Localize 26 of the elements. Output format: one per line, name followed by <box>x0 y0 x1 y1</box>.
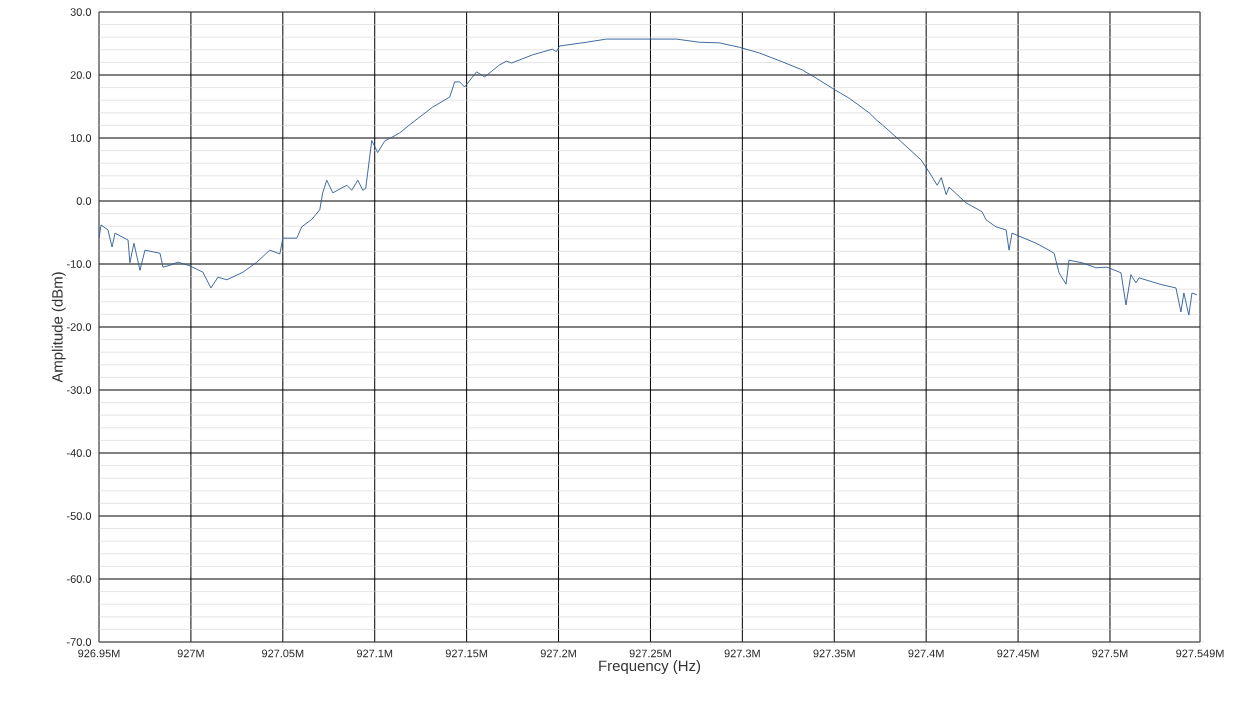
x-tick-label: 927.5M <box>1092 649 1128 658</box>
y-tick-label: -60.0 <box>66 575 92 583</box>
x-tick-label: 927M <box>177 649 204 658</box>
x-tick-label: 927.549M <box>1176 649 1224 658</box>
y-tick-label: -40.0 <box>66 449 92 457</box>
y-tick-label: -70.0 <box>66 638 92 646</box>
y-tick-label: -10.0 <box>66 260 92 268</box>
x-tick-label: 927.1M <box>356 649 393 658</box>
x-tick-label: 926.95M <box>78 649 120 658</box>
x-tick-label: 927.25M <box>629 649 671 658</box>
x-tick-label: 927.2M <box>540 649 576 658</box>
x-tick-label: 927.15M <box>445 649 488 658</box>
y-tick-label: 20.0 <box>70 71 92 79</box>
y-tick-label: 30.0 <box>70 8 92 16</box>
x-tick-label: 927.05M <box>262 649 304 658</box>
x-tick-label: 927.35M <box>813 649 855 658</box>
x-tick-label: 927.45M <box>997 649 1039 658</box>
y-tick-label: -50.0 <box>66 512 92 520</box>
y-tick-label: 0.0 <box>76 197 92 205</box>
y-tick-label: 10.0 <box>70 134 92 142</box>
x-tick-label: 927.4M <box>908 649 944 658</box>
y-axis-title: Amplitude (dBm) <box>51 272 66 383</box>
y-tick-label: -20.0 <box>66 323 92 331</box>
y-tick-label: -30.0 <box>66 386 92 394</box>
x-axis-title: Frequency (Hz) <box>599 660 701 675</box>
x-tick-label: 927.3M <box>724 649 760 658</box>
